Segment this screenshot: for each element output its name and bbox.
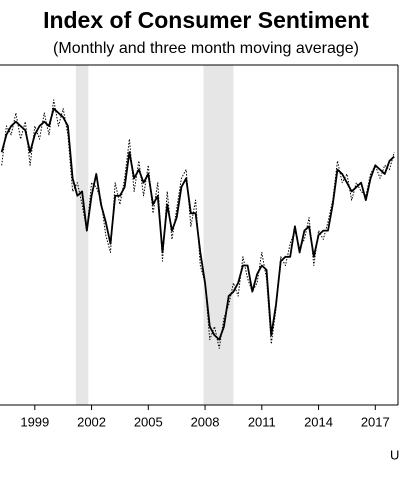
- x-tick-label: 2017: [361, 414, 390, 429]
- chart-title: Index of Consumer Sentiment: [43, 7, 369, 33]
- recession-band: [75, 65, 89, 405]
- moving-average-line: [0, 107, 395, 341]
- monthly-line: [1, 99, 395, 349]
- x-tick-label: 2014: [304, 414, 333, 429]
- source-note: U: [390, 447, 399, 462]
- chart-subtitle: (Monthly and three month moving average): [53, 40, 359, 57]
- x-tick-label: 2011: [248, 414, 276, 429]
- x-tick-label: 2002: [77, 414, 106, 429]
- x-tick-label: 2005: [134, 414, 163, 429]
- x-tick-label: 2008: [191, 414, 220, 429]
- recession-band: [203, 65, 234, 405]
- x-tick-label: 1999: [20, 414, 49, 429]
